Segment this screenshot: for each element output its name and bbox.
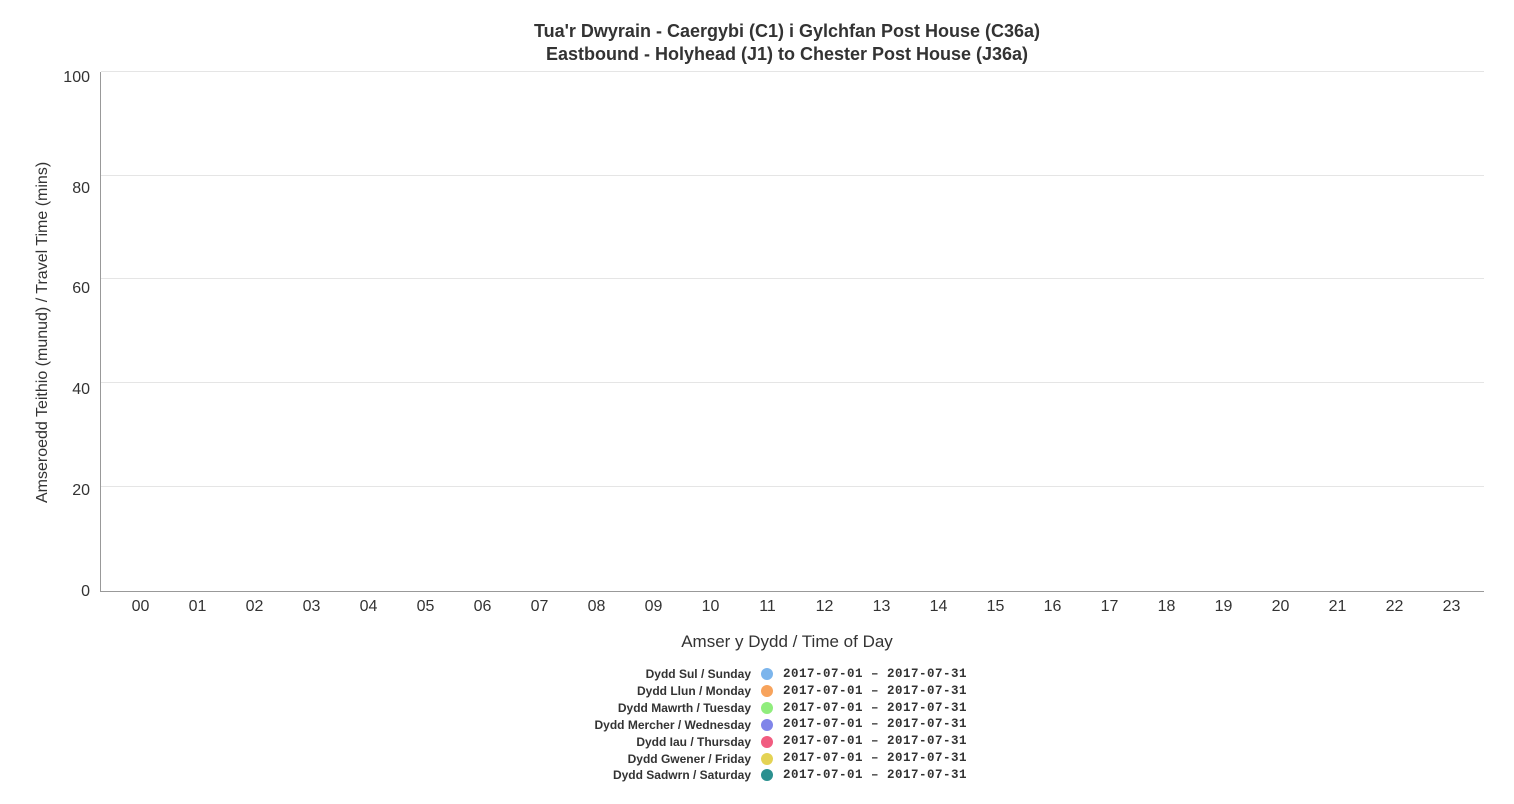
x-tick: 16: [1024, 598, 1081, 616]
legend-series-name: Dydd Sadwrn / Saturday: [571, 767, 751, 783]
chart-title-line2: Eastbound - Holyhead (J1) to Chester Pos…: [90, 43, 1484, 66]
x-tick: 20: [1252, 598, 1309, 616]
legend-row: Dydd Sul / Sunday 2017-07-01 – 2017-07-31: [571, 666, 1003, 683]
y-tick: 100: [63, 70, 90, 86]
x-tick: 06: [454, 598, 511, 616]
x-tick: 11: [739, 598, 796, 616]
x-tick: 22: [1366, 598, 1423, 616]
x-tick: 01: [169, 598, 226, 616]
legend-row: Dydd Gwener / Friday 2017-07-01 – 2017-07…: [571, 750, 1003, 767]
legend-date-range: 2017-07-01 – 2017-07-31: [783, 716, 1003, 733]
legend-series-name: Dydd Mawrth / Tuesday: [571, 700, 751, 716]
legend-date-range: 2017-07-01 – 2017-07-31: [783, 700, 1003, 717]
y-tick: 0: [81, 584, 90, 600]
legend-date-range: 2017-07-01 – 2017-07-31: [783, 733, 1003, 750]
x-tick: 00: [112, 598, 169, 616]
legend-row: Dydd Llun / Monday 2017-07-01 – 2017-07-3…: [571, 683, 1003, 700]
legend-swatch-icon: [761, 769, 773, 781]
x-tick: 12: [796, 598, 853, 616]
x-tick: 07: [511, 598, 568, 616]
legend-swatch-icon: [761, 719, 773, 731]
chart-title-line1: Tua'r Dwyrain - Caergybi (C1) i Gylchfan…: [90, 20, 1484, 43]
legend-series-name: Dydd Mercher / Wednesday: [571, 717, 751, 733]
x-tick: 14: [910, 598, 967, 616]
bars-area: [101, 72, 1484, 591]
x-tick: 02: [226, 598, 283, 616]
x-tick: 17: [1081, 598, 1138, 616]
legend-date-range: 2017-07-01 – 2017-07-31: [783, 683, 1003, 700]
x-tick: 13: [853, 598, 910, 616]
legend-date-range: 2017-07-01 – 2017-07-31: [783, 666, 1003, 683]
y-axis-ticks: 100806040200: [56, 72, 100, 592]
y-axis-label: Amseroedd Teithio (munud) / Travel Time …: [30, 72, 56, 592]
x-tick: 15: [967, 598, 1024, 616]
legend-series-name: Dydd Sul / Sunday: [571, 666, 751, 682]
legend-date-range: 2017-07-01 – 2017-07-31: [783, 767, 1003, 784]
x-tick: 10: [682, 598, 739, 616]
x-axis-label: Amser y Dydd / Time of Day: [90, 632, 1484, 652]
legend-swatch-icon: [761, 685, 773, 697]
chart-title: Tua'r Dwyrain - Caergybi (C1) i Gylchfan…: [90, 20, 1484, 67]
legend-swatch-icon: [761, 668, 773, 680]
legend-series-name: Dydd Iau / Thursday: [571, 734, 751, 750]
y-tick: 80: [72, 181, 90, 197]
legend-row: Dydd Mawrth / Tuesday 2017-07-01 – 2017-0…: [571, 700, 1003, 717]
x-tick: 18: [1138, 598, 1195, 616]
legend-row: Dydd Iau / Thursday 2017-07-01 – 2017-07-…: [571, 733, 1003, 750]
y-tick: 20: [72, 483, 90, 499]
legend-row: Dydd Mercher / Wednesday 2017-07-01 – 201…: [571, 716, 1003, 733]
chart-body: Amseroedd Teithio (munud) / Travel Time …: [30, 72, 1484, 592]
y-tick: 60: [72, 281, 90, 297]
x-tick: 04: [340, 598, 397, 616]
x-tick: 03: [283, 598, 340, 616]
x-axis-ticks: 0001020304050607080910111213141516171819…: [108, 592, 1484, 616]
legend: Dydd Sul / Sunday 2017-07-01 – 2017-07-31…: [90, 666, 1484, 784]
travel-time-chart: Tua'r Dwyrain - Caergybi (C1) i Gylchfan…: [30, 20, 1484, 784]
plot-area: [100, 72, 1484, 592]
x-tick: 21: [1309, 598, 1366, 616]
x-tick: 08: [568, 598, 625, 616]
legend-row: Dydd Sadwrn / Saturday 2017-07-01 – 2017-…: [571, 767, 1003, 784]
legend-swatch-icon: [761, 736, 773, 748]
x-tick: 19: [1195, 598, 1252, 616]
legend-series-name: Dydd Llun / Monday: [571, 683, 751, 699]
x-tick: 09: [625, 598, 682, 616]
legend-swatch-icon: [761, 702, 773, 714]
x-tick: 23: [1423, 598, 1480, 616]
x-tick: 05: [397, 598, 454, 616]
y-tick: 40: [72, 382, 90, 398]
legend-series-name: Dydd Gwener / Friday: [571, 751, 751, 767]
legend-date-range: 2017-07-01 – 2017-07-31: [783, 750, 1003, 767]
